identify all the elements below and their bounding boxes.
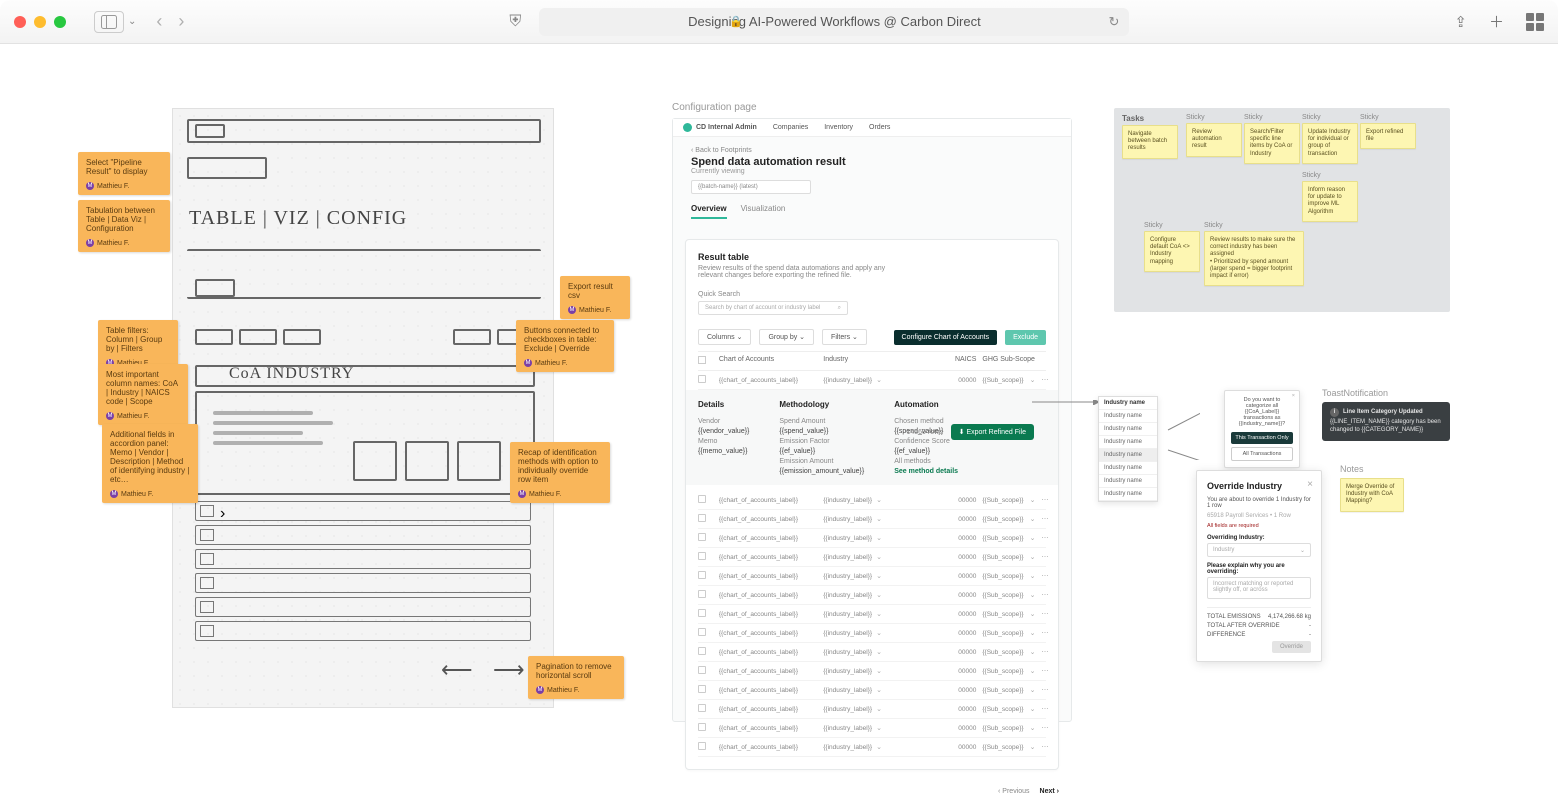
note-sticky: Merge Override of Industry with CoA Mapp… <box>1340 478 1404 517</box>
annotation: Export result csvMMathieu F. <box>560 276 630 319</box>
close-icon[interactable]: × <box>1307 479 1313 490</box>
table-row[interactable]: {{chart_of_accounts_label}}{{industry_la… <box>698 510 1046 529</box>
table-row[interactable]: {{chart_of_accounts_label}}{{industry_la… <box>698 605 1046 624</box>
tab-overview[interactable]: Overview <box>691 204 727 219</box>
annotation: Buttons connected to checkboxes in table… <box>516 320 614 372</box>
browser-chrome: ⌄ ‹ › ⛨ 🔒 Designing AI-Powered Workflows… <box>0 0 1558 44</box>
chevron-down-icon[interactable]: ⌄ <box>128 16 136 27</box>
table-row[interactable]: {{chart_of_accounts_label}}{{industry_la… <box>698 371 1046 390</box>
frame-label: Notes <box>1340 464 1364 474</box>
address-bar[interactable]: 🔒 Designing AI-Powered Workflows @ Carbo… <box>539 8 1129 36</box>
frame-label: ToastNotification <box>1322 388 1388 398</box>
brand: CD Internal Admin <box>683 123 757 132</box>
hi-fi-mockup: CD Internal Admin Companies Inventory Or… <box>672 118 1072 722</box>
new-tab-icon[interactable]: ＋ <box>1489 11 1504 32</box>
nav-link[interactable]: Inventory <box>824 124 853 131</box>
quick-search-label: Quick Search <box>698 291 1046 298</box>
row-count: 14560 rows <box>906 429 942 436</box>
table-row[interactable]: {{chart_of_accounts_label}}{{industry_la… <box>698 643 1046 662</box>
export-button[interactable]: ⬇ Export Refined File <box>951 424 1034 440</box>
table-row[interactable]: {{chart_of_accounts_label}}{{industry_la… <box>698 529 1046 548</box>
subheading: Currently viewing <box>691 168 1053 175</box>
configure-coa-button[interactable]: Configure Chart of Accounts <box>894 330 998 345</box>
next-page[interactable]: Next › <box>1040 788 1059 795</box>
groupby-filter[interactable]: Group by ⌄ <box>759 329 814 345</box>
table-row[interactable]: {{chart_of_accounts_label}}{{industry_la… <box>698 586 1046 605</box>
lock-icon: 🔒 <box>729 15 743 28</box>
categorize-modal: × Do you want to categorize all {{CoA_La… <box>1224 390 1300 468</box>
override-button[interactable]: Override <box>1272 641 1311 653</box>
back-link[interactable]: ‹ Back to Footprints <box>691 147 1053 154</box>
table-header: Chart of AccountsIndustryNAICSGHG Sub-Sc… <box>698 351 1046 371</box>
table-row[interactable]: {{chart_of_accounts_label}}{{industry_la… <box>698 567 1046 586</box>
table-row[interactable]: {{chart_of_accounts_label}}{{industry_la… <box>698 662 1046 681</box>
filters-filter[interactable]: Filters ⌄ <box>822 329 867 345</box>
annotation: Recap of identification methods with opt… <box>510 442 610 503</box>
industry-dropdown[interactable]: Industry name Industry nameIndustry name… <box>1098 396 1158 502</box>
search-icon: ⌕ <box>838 305 841 312</box>
reason-input[interactable]: Incorrect matching or reported slightly … <box>1207 577 1311 599</box>
figma-canvas[interactable]: TABLE | VIZ | CONFIG CoA INDUSTRY › ⟵ ⟶ … <box>0 44 1558 772</box>
info-icon: i <box>1330 408 1339 417</box>
prev-page[interactable]: ‹ Previous <box>998 788 1030 795</box>
frame-label: Configuration page <box>672 102 757 113</box>
table-row[interactable]: {{chart_of_accounts_label}}{{industry_la… <box>698 624 1046 643</box>
annotation: Pagination to remove horizontal scrollMM… <box>528 656 624 699</box>
batch-dropdown[interactable]: {{batch-name}} (latest) <box>691 180 811 194</box>
search-input[interactable]: Search by chart of account or industry l… <box>698 301 848 315</box>
table-header-sketch: CoA INDUSTRY <box>229 365 354 383</box>
table-row[interactable]: {{chart_of_accounts_label}}{{industry_la… <box>698 738 1046 757</box>
page-heading: Spend data automation result <box>691 156 1053 168</box>
exclude-button[interactable]: Exclude <box>1005 330 1046 345</box>
tabs-overview-icon[interactable] <box>1526 13 1544 31</box>
annotation: Select "Pipeline Result" to displayMMath… <box>78 152 170 195</box>
app-header: CD Internal Admin Companies Inventory Or… <box>673 119 1071 137</box>
table-row[interactable]: {{chart_of_accounts_label}}{{industry_la… <box>698 700 1046 719</box>
close-icon[interactable]: × <box>1292 393 1295 399</box>
nav-link[interactable]: Companies <box>773 124 808 131</box>
pagination: ‹ Previous Next › <box>673 780 1071 803</box>
table-row[interactable]: {{chart_of_accounts_label}}{{industry_la… <box>698 548 1046 567</box>
reload-icon[interactable]: ↻ <box>1109 14 1120 30</box>
tabs-label: TABLE | VIZ | CONFIG <box>189 207 407 230</box>
table-row[interactable]: {{chart_of_accounts_label}}{{industry_la… <box>698 719 1046 738</box>
columns-filter[interactable]: Columns ⌄ <box>698 329 751 345</box>
privacy-shield-icon[interactable]: ⛨ <box>509 13 521 31</box>
this-transaction-button[interactable]: This Transaction Only <box>1231 432 1293 444</box>
nav-back[interactable]: ‹ <box>156 11 162 32</box>
task-board: TasksNavigate between batch results Stic… <box>1114 108 1450 312</box>
result-card: Result table Review results of the spend… <box>685 239 1059 770</box>
wireframe-sketch: TABLE | VIZ | CONFIG CoA INDUSTRY › ⟵ ⟶ <box>172 108 554 708</box>
annotation: Most important column names: CoA | Indus… <box>98 364 188 425</box>
sidebar-toggle[interactable] <box>94 11 124 33</box>
all-transactions-button[interactable]: All Transactions <box>1231 447 1293 461</box>
toast: iLine Item Category Updated {{LINE_ITEM_… <box>1322 402 1450 441</box>
annotation: Additional fields in accordion panel: Me… <box>102 424 198 503</box>
share-icon[interactable]: ⇪ <box>1454 13 1467 31</box>
nav-forward[interactable]: › <box>178 11 184 32</box>
method-details-link[interactable]: See method details <box>894 468 958 475</box>
tab-visualization[interactable]: Visualization <box>741 204 786 219</box>
table-row[interactable]: {{chart_of_accounts_label}}{{industry_la… <box>698 491 1046 510</box>
window-controls[interactable] <box>14 16 66 28</box>
nav-link[interactable]: Orders <box>869 124 890 131</box>
override-dialog: × Override Industry You are about to ove… <box>1196 470 1322 662</box>
table-row[interactable]: {{chart_of_accounts_label}}{{industry_la… <box>698 681 1046 700</box>
industry-select[interactable]: Industry⌄ <box>1207 543 1311 557</box>
annotation: Tabulation between Table | Data Viz | Co… <box>78 200 170 252</box>
